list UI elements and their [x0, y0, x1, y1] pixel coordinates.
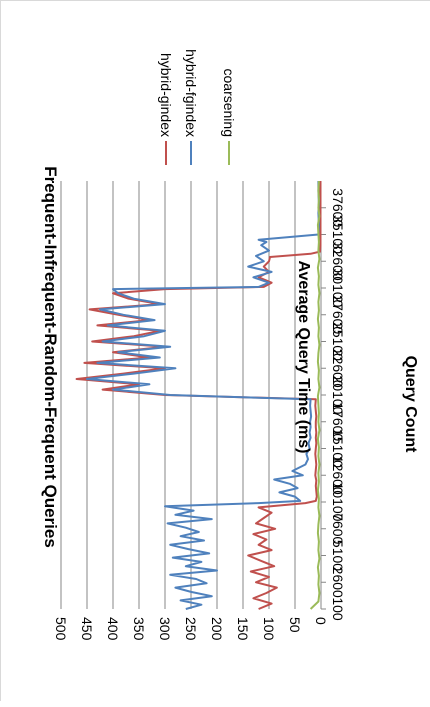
- x-tick-label: 30100: [330, 269, 346, 308]
- x-tick-label: 7600: [330, 513, 346, 544]
- legend-label: hybrid-fgindex: [183, 49, 199, 137]
- x-tick-label: 35100: [330, 215, 346, 254]
- y-tick-label: 500: [53, 617, 69, 641]
- x-tick-label: 27600: [330, 295, 346, 334]
- x-tick-label: 37600: [330, 188, 346, 227]
- x-tick-label: 15100: [330, 429, 346, 468]
- y-tick-label: 200: [209, 617, 225, 641]
- legend: hybrid-gindex hybrid-fgindex coarsening: [158, 49, 237, 165]
- y-tick-label: 300: [157, 617, 173, 641]
- x-tick-label: 25100: [330, 322, 346, 361]
- y-tick-label: 400: [105, 617, 121, 641]
- x-tick-label: 100: [330, 597, 346, 621]
- x-tick-label: 22600: [330, 349, 346, 388]
- x-axis-title: Query Count: [402, 356, 419, 454]
- legend-label: coarsening: [221, 69, 237, 138]
- x-tick-label: 10100: [330, 483, 346, 522]
- y-tick-label: 250: [183, 617, 199, 641]
- series-line-coarsening: [309, 180, 321, 610]
- x-tick-label: 32600: [330, 242, 346, 281]
- x-tick-label: 5100: [330, 540, 346, 571]
- y-tick-label: 50: [287, 617, 303, 633]
- y-axis-title: Average Query Time (ms): [295, 261, 312, 454]
- y-tick-label: 450: [79, 617, 95, 641]
- x-tick-label: 17600: [330, 402, 346, 441]
- series-line-hybrid-gindex: [75, 181, 322, 610]
- plot: 0501001502002503003504004505001002600510…: [53, 180, 346, 641]
- x-tick-label: 12600: [330, 456, 346, 495]
- x-tick-label: 2600: [330, 567, 346, 598]
- y-tick-label: 350: [131, 617, 147, 641]
- legend-label: hybrid-gindex: [158, 53, 174, 137]
- y-tick-label: 0: [313, 617, 329, 625]
- series-line-hybrid-fgindex: [86, 181, 320, 610]
- y-tick-label: 150: [235, 617, 251, 641]
- x-tick-label: 20100: [330, 376, 346, 415]
- chart-title: Frequent-Infrequent-Random-Frequent Quer…: [41, 166, 60, 548]
- y-tick-label: 100: [261, 617, 277, 641]
